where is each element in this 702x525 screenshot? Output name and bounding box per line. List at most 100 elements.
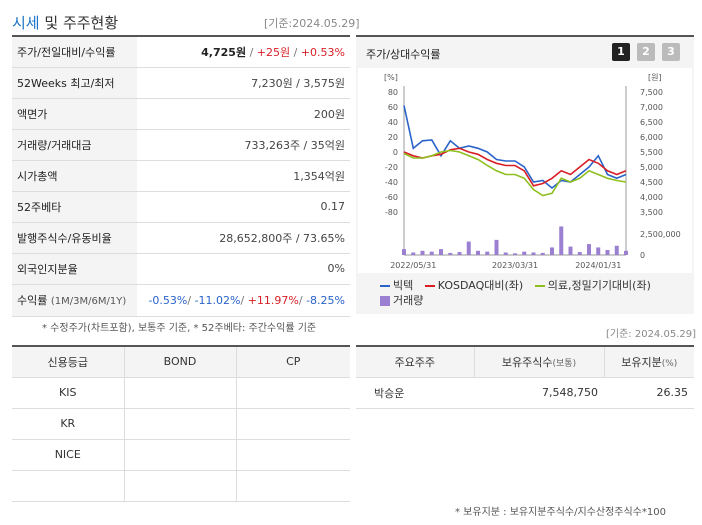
credit-agency	[12, 470, 125, 502]
volume-bar	[559, 226, 564, 255]
column-header-text: 보유지분	[621, 355, 662, 369]
left-tick-label: 0	[393, 148, 398, 157]
info-row-foreign: 외국인지분율 0%	[12, 253, 350, 285]
info-label: 액면가	[12, 98, 137, 130]
table-row: NICE	[12, 439, 350, 471]
left-tick-label: 80	[388, 88, 398, 97]
legend-swatch	[534, 285, 545, 287]
info-label: 거래량/거래대금	[12, 129, 137, 161]
legend-label: 의료,정밀기기대비(좌)	[547, 279, 651, 292]
chart-legend: 빅텍 KOSDAQ대비(좌) 의료,정밀기기대비(좌)	[380, 277, 651, 293]
x-tick-label: 2024/01/31	[575, 261, 621, 270]
volume-bar	[587, 244, 591, 255]
info-label: 52Weeks 최고/최저	[12, 67, 137, 99]
table-row: 박승운 7,548,750 26.35	[356, 377, 694, 409]
volume-bar	[568, 246, 573, 255]
right-tick-label: 5,500	[640, 148, 663, 157]
holder-pct: 26.35	[604, 377, 694, 409]
left-tick-label: 60	[388, 103, 398, 112]
legend-label: KOSDAQ대비(좌)	[437, 279, 524, 292]
chart-legend-volume[interactable]: 거래량	[380, 292, 423, 308]
credit-agency: KIS	[12, 377, 125, 409]
return-1m: -0.53%	[148, 293, 188, 307]
column-header: BOND	[124, 346, 237, 378]
volume-bar	[448, 252, 453, 255]
cp-rating	[236, 439, 350, 471]
return-1y: -8.25%	[306, 293, 345, 307]
volume-bar	[494, 239, 499, 255]
table-row: KR	[12, 408, 350, 440]
info-label: 외국인지분율	[12, 253, 137, 285]
info-label: 발행주식수/유동비율	[12, 222, 137, 254]
volume-bar	[522, 251, 527, 255]
column-header: 주요주주	[356, 346, 475, 378]
column-header: 보유지분(%)	[604, 346, 694, 378]
volume-bar	[624, 250, 628, 255]
info-value: 1,354억원	[137, 160, 350, 192]
info-row-52weeks: 52Weeks 최고/최저 7,230원 / 3,575원	[12, 67, 350, 99]
returns-label: 수익률	[17, 294, 48, 307]
bond-rating	[124, 439, 237, 471]
column-header: 신용등급	[12, 346, 125, 378]
volume-bar	[402, 249, 406, 255]
chart-tab-3[interactable]: 3	[662, 43, 680, 61]
info-footnote: * 수정주가(차트포함), 보통주 기준, * 52주베타: 주간수익률 기준	[42, 323, 317, 334]
holder-name: 박승운	[356, 377, 474, 409]
right-tick-label: 7,500	[640, 88, 663, 97]
legend-item-medical[interactable]: 의료,정밀기기대비(좌)	[534, 279, 651, 292]
legend-item-kosdaq[interactable]: KOSDAQ대비(좌)	[424, 279, 524, 292]
legend-swatch	[424, 285, 435, 287]
reference-date: [기준:2024.05.29]	[264, 17, 360, 30]
volume-bar	[577, 252, 582, 255]
legend-item-bigtech[interactable]: 빅텍	[380, 279, 413, 292]
volume-bar	[540, 252, 545, 255]
credit-agency: NICE	[12, 439, 125, 471]
volume-bar	[550, 247, 554, 255]
volume-bar	[439, 249, 443, 255]
page-title-rest: 및 주주현황	[39, 14, 119, 32]
table-header-row: 신용등급 BOND CP	[12, 346, 350, 378]
volume-bar	[420, 250, 425, 255]
info-label: 주가/전일대비/수익률	[12, 36, 137, 68]
info-row-beta: 52주베타 0.17	[12, 191, 350, 223]
column-header-sub: (보통)	[552, 358, 577, 369]
holders-ref-date: [기준: 2024.05.29]	[606, 329, 697, 340]
volume-bar	[476, 250, 480, 255]
info-row-returns: 수익률 (1M/3M/6M/1Y) -0.53%/ -11.02%/ +11.9…	[12, 284, 350, 317]
info-value: 733,263주 / 35억원	[137, 129, 350, 161]
volume-bar	[513, 253, 517, 255]
right-tick-label: 6,000	[640, 133, 663, 142]
info-label: 52주베타	[12, 191, 137, 223]
volume-bar	[596, 247, 601, 255]
holders-footnote: * 보유지분 : 보유지분주식수/지수산정주식수*100	[455, 507, 666, 518]
bond-rating	[124, 408, 237, 440]
chart-area: [%] [원] 80 60 40 20 0 -20 -40 -60 -80 7,500 7,000 6,5…	[358, 68, 692, 273]
column-header-text: 보유주식수	[501, 355, 553, 369]
info-value: 28,652,800주 / 73.65%	[137, 222, 350, 254]
column-header-sub: (%)	[661, 358, 678, 369]
page-title-highlight: 시세	[12, 14, 40, 32]
price-change: +25원	[256, 45, 291, 59]
chart-tab-1[interactable]: 1	[612, 43, 630, 61]
volume-bar	[614, 245, 619, 255]
cp-rating	[236, 377, 350, 409]
volume-bar	[531, 252, 536, 255]
left-tick-label: -40	[385, 178, 398, 187]
column-header: 보유주식수(보통)	[474, 346, 605, 378]
left-tick-label: -80	[385, 208, 398, 217]
cp-rating	[236, 408, 350, 440]
info-value: 7,230원 / 3,575원	[137, 67, 350, 99]
right-tick-label: 3,500	[640, 208, 663, 217]
volume-bar	[466, 241, 471, 255]
left-tick-label: -60	[385, 193, 398, 202]
left-tick-label: -20	[385, 163, 398, 172]
major-shareholders-table: 주요주주 보유주식수(보통) 보유지분(%) 박승운 7,548,750 26.…	[356, 345, 694, 409]
volume-bar	[605, 249, 610, 255]
right-tick-label: 4,000	[640, 193, 663, 202]
info-row-volume: 거래량/거래대금 733,263주 / 35억원	[12, 129, 350, 161]
bond-rating	[124, 470, 237, 502]
return-6m: +11.97%	[247, 293, 299, 307]
legend-swatch	[380, 285, 390, 287]
volume-tick-label: 0	[640, 251, 645, 260]
chart-tab-2[interactable]: 2	[637, 43, 655, 61]
